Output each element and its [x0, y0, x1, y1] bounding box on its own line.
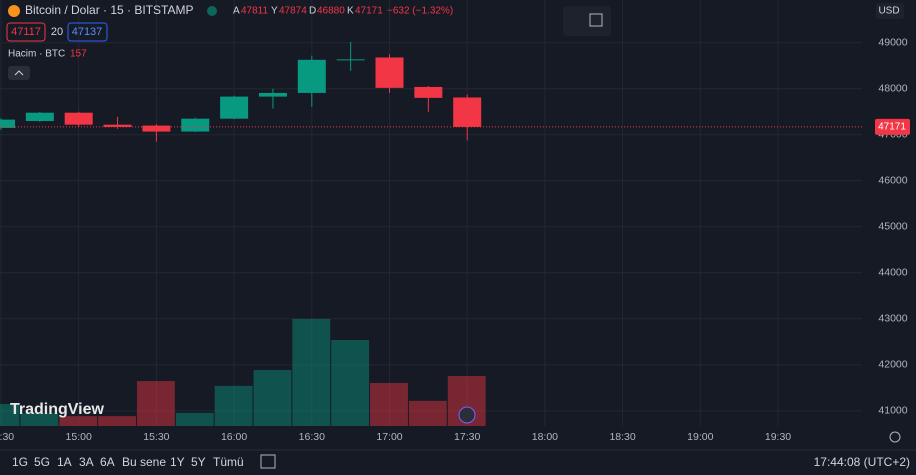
- volume-bar: [408, 400, 447, 426]
- volume-bar: [136, 381, 175, 426]
- x-tick-label: 18:00: [532, 431, 558, 443]
- price-label-bg: [875, 118, 910, 135]
- buy-box[interactable]: [67, 22, 108, 42]
- layout-icon: [589, 13, 603, 27]
- candle-body: [453, 97, 482, 127]
- y-tick-label: 45000: [878, 221, 907, 233]
- ohlc: A 47811 Y 47874 D 46880 K 47171 −632 (−1.32%): [233, 6, 453, 17]
- volume-bar: [370, 383, 408, 426]
- candle-body: [64, 112, 93, 125]
- y-tick-label: 48000: [878, 83, 907, 95]
- y-tick-label: 44000: [878, 267, 907, 279]
- volume-bar: [214, 385, 253, 426]
- ohlc-value: 46880: [317, 6, 345, 17]
- range-button[interactable]: Bu sene: [122, 455, 166, 469]
- plot: [0, 41, 862, 426]
- btc-icon: [8, 5, 20, 17]
- x-tick-label: 16:00: [221, 431, 247, 443]
- ohlc-key: D: [309, 6, 316, 17]
- volume-bar: [175, 412, 214, 426]
- ohlc-key: A: [233, 6, 240, 17]
- x-tick-label: 17:00: [376, 431, 402, 443]
- range-button[interactable]: 1A: [57, 455, 72, 469]
- ohlc-value: 47874: [279, 6, 307, 17]
- currency-box[interactable]: [876, 3, 904, 19]
- range-button[interactable]: 5Y: [191, 455, 206, 469]
- price-label: 47171: [878, 122, 906, 133]
- candle-body: [181, 118, 210, 132]
- candle-body: [414, 86, 443, 98]
- candle-body: [142, 125, 171, 132]
- x-tick-label: 15:00: [66, 431, 92, 443]
- volume-bar: [292, 319, 331, 426]
- volume-value: 157: [70, 49, 87, 60]
- collapse-button[interactable]: [8, 66, 30, 80]
- candle-body: [336, 59, 365, 61]
- x-tick-label: 15:30: [143, 431, 169, 443]
- candle-body: [375, 57, 404, 88]
- settings-icon[interactable]: [889, 431, 901, 443]
- footer: 1G 5G 1A 3A 6A Bu sene 1Y 5Y Tümü: [12, 455, 244, 469]
- volume-bar: [331, 340, 370, 426]
- candle-body: [297, 59, 326, 93]
- status-dot: [207, 6, 217, 16]
- candle-body: [103, 124, 132, 127]
- volume-label: Hacim · BTC: [8, 49, 65, 60]
- x-tick-label: 18:30: [609, 431, 635, 443]
- y-tick-label: 43000: [878, 313, 907, 325]
- volume-bar: [59, 416, 98, 426]
- y-tick-label: 41000: [878, 405, 907, 417]
- range-button[interactable]: 1G: [12, 455, 28, 469]
- clock: 17:44:08 (UTC+2): [814, 455, 910, 469]
- collapse-icon: [14, 70, 24, 76]
- ohlc-key: Y: [271, 6, 278, 17]
- range-button[interactable]: Tümü: [213, 455, 244, 469]
- x-tick-label: 19:00: [687, 431, 713, 443]
- x-tick-label: 17:30: [454, 431, 480, 443]
- sell-price[interactable]: 47117: [11, 26, 41, 38]
- x-tick-label: 14:30: [0, 431, 14, 443]
- symbol-title[interactable]: Bitcoin / Dolar · 15 · BITSTAMP: [25, 3, 194, 17]
- sell-box[interactable]: [6, 22, 46, 42]
- spread: 20: [51, 26, 63, 38]
- ohlc-value: 47171: [355, 6, 383, 17]
- change: −632 (−1.32%): [387, 6, 453, 17]
- buy-price[interactable]: 47137: [72, 26, 103, 38]
- candle-body: [258, 92, 287, 97]
- grid: [0, 0, 862, 426]
- candle-body: [0, 119, 15, 128]
- calendar-icon[interactable]: [260, 454, 276, 469]
- range-button[interactable]: 1Y: [170, 455, 185, 469]
- event-icon[interactable]: [458, 406, 476, 424]
- volume-bar: [98, 416, 136, 426]
- volume-bar: [253, 369, 292, 426]
- volume-bar: [20, 413, 59, 426]
- candle-body: [25, 112, 54, 121]
- ohlc-value: 47811: [241, 6, 269, 17]
- range-button[interactable]: 3A: [79, 455, 94, 469]
- range-button[interactable]: 6A: [100, 455, 115, 469]
- y-tick-label: 49000: [878, 37, 907, 49]
- range-button[interactable]: 5G: [34, 455, 50, 469]
- logo: TradingView: [10, 401, 105, 418]
- currency[interactable]: USD: [878, 6, 899, 17]
- y-tick-label: 46000: [878, 175, 907, 187]
- x-tick-label: 19:30: [765, 431, 791, 443]
- volume-bar: [0, 404, 20, 426]
- x-tick-label: 16:30: [299, 431, 325, 443]
- ohlc-key: K: [347, 6, 354, 17]
- layout-toolbar[interactable]: [563, 6, 611, 36]
- y-tick-label: 42000: [878, 359, 907, 371]
- candle-body: [220, 96, 249, 119]
